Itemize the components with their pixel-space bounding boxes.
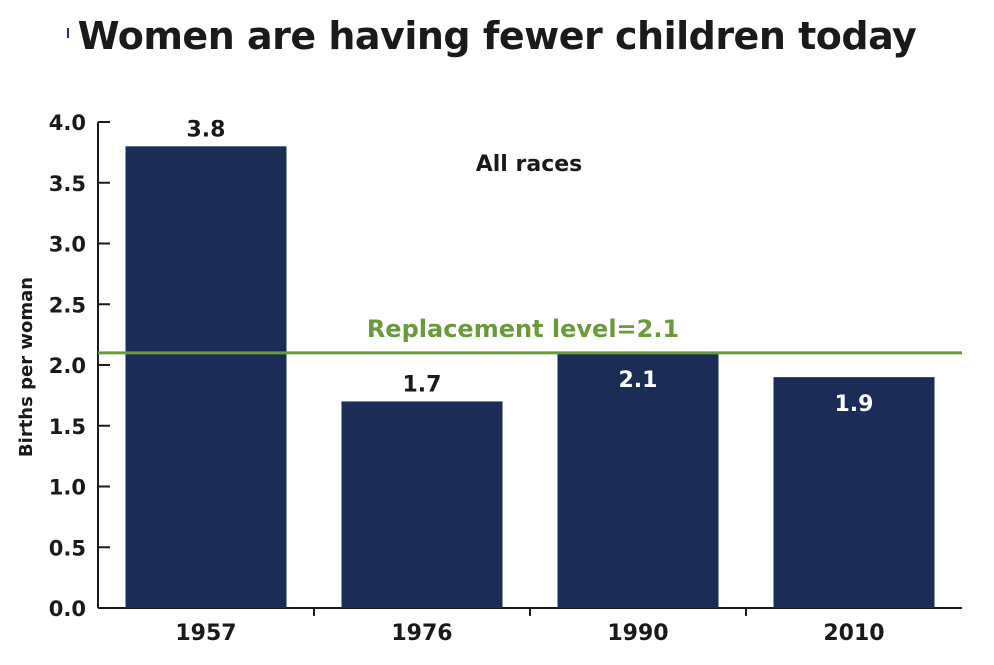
y-tick-label: 0.5: [49, 536, 86, 560]
y-axis-label: Births per woman: [16, 277, 37, 457]
y-tick-label: 2.0: [49, 354, 86, 378]
annotation-all-races: All races: [476, 152, 583, 177]
x-tick-label: 1976: [391, 621, 452, 646]
labels: 1957 1976 1990 2010 Replacement level=2.1 3.8…: [98, 117, 962, 646]
y-tick-label: 4.0: [49, 111, 86, 135]
bar-1976: [341, 401, 503, 608]
data-label: 3.8: [187, 117, 226, 142]
x-tick-label: 1957: [175, 621, 236, 646]
bar-2010: [773, 377, 935, 608]
x-tick-label: 1990: [607, 621, 668, 646]
y-tick-label: 2.5: [49, 293, 86, 317]
y-tick-label: 0.0: [49, 597, 86, 621]
x-tick-label: 2010: [823, 621, 884, 646]
chart-title: Women are having fewer children today: [77, 14, 917, 58]
data-label: 2.1: [619, 368, 658, 393]
y-tick-label: 3.5: [49, 172, 86, 196]
title-marker: [67, 28, 69, 38]
data-label: 1.7: [403, 372, 442, 397]
bar-1957: [125, 146, 287, 609]
replacement-level-label: Replacement level=2.1: [367, 315, 679, 343]
bar-1990: [557, 352, 719, 608]
bars: [125, 146, 935, 609]
data-label: 1.9: [835, 392, 874, 417]
y-tick-label: 3.0: [49, 233, 86, 257]
y-tick-label: 1.5: [49, 415, 86, 439]
y-tick-label: 1.0: [49, 476, 86, 500]
